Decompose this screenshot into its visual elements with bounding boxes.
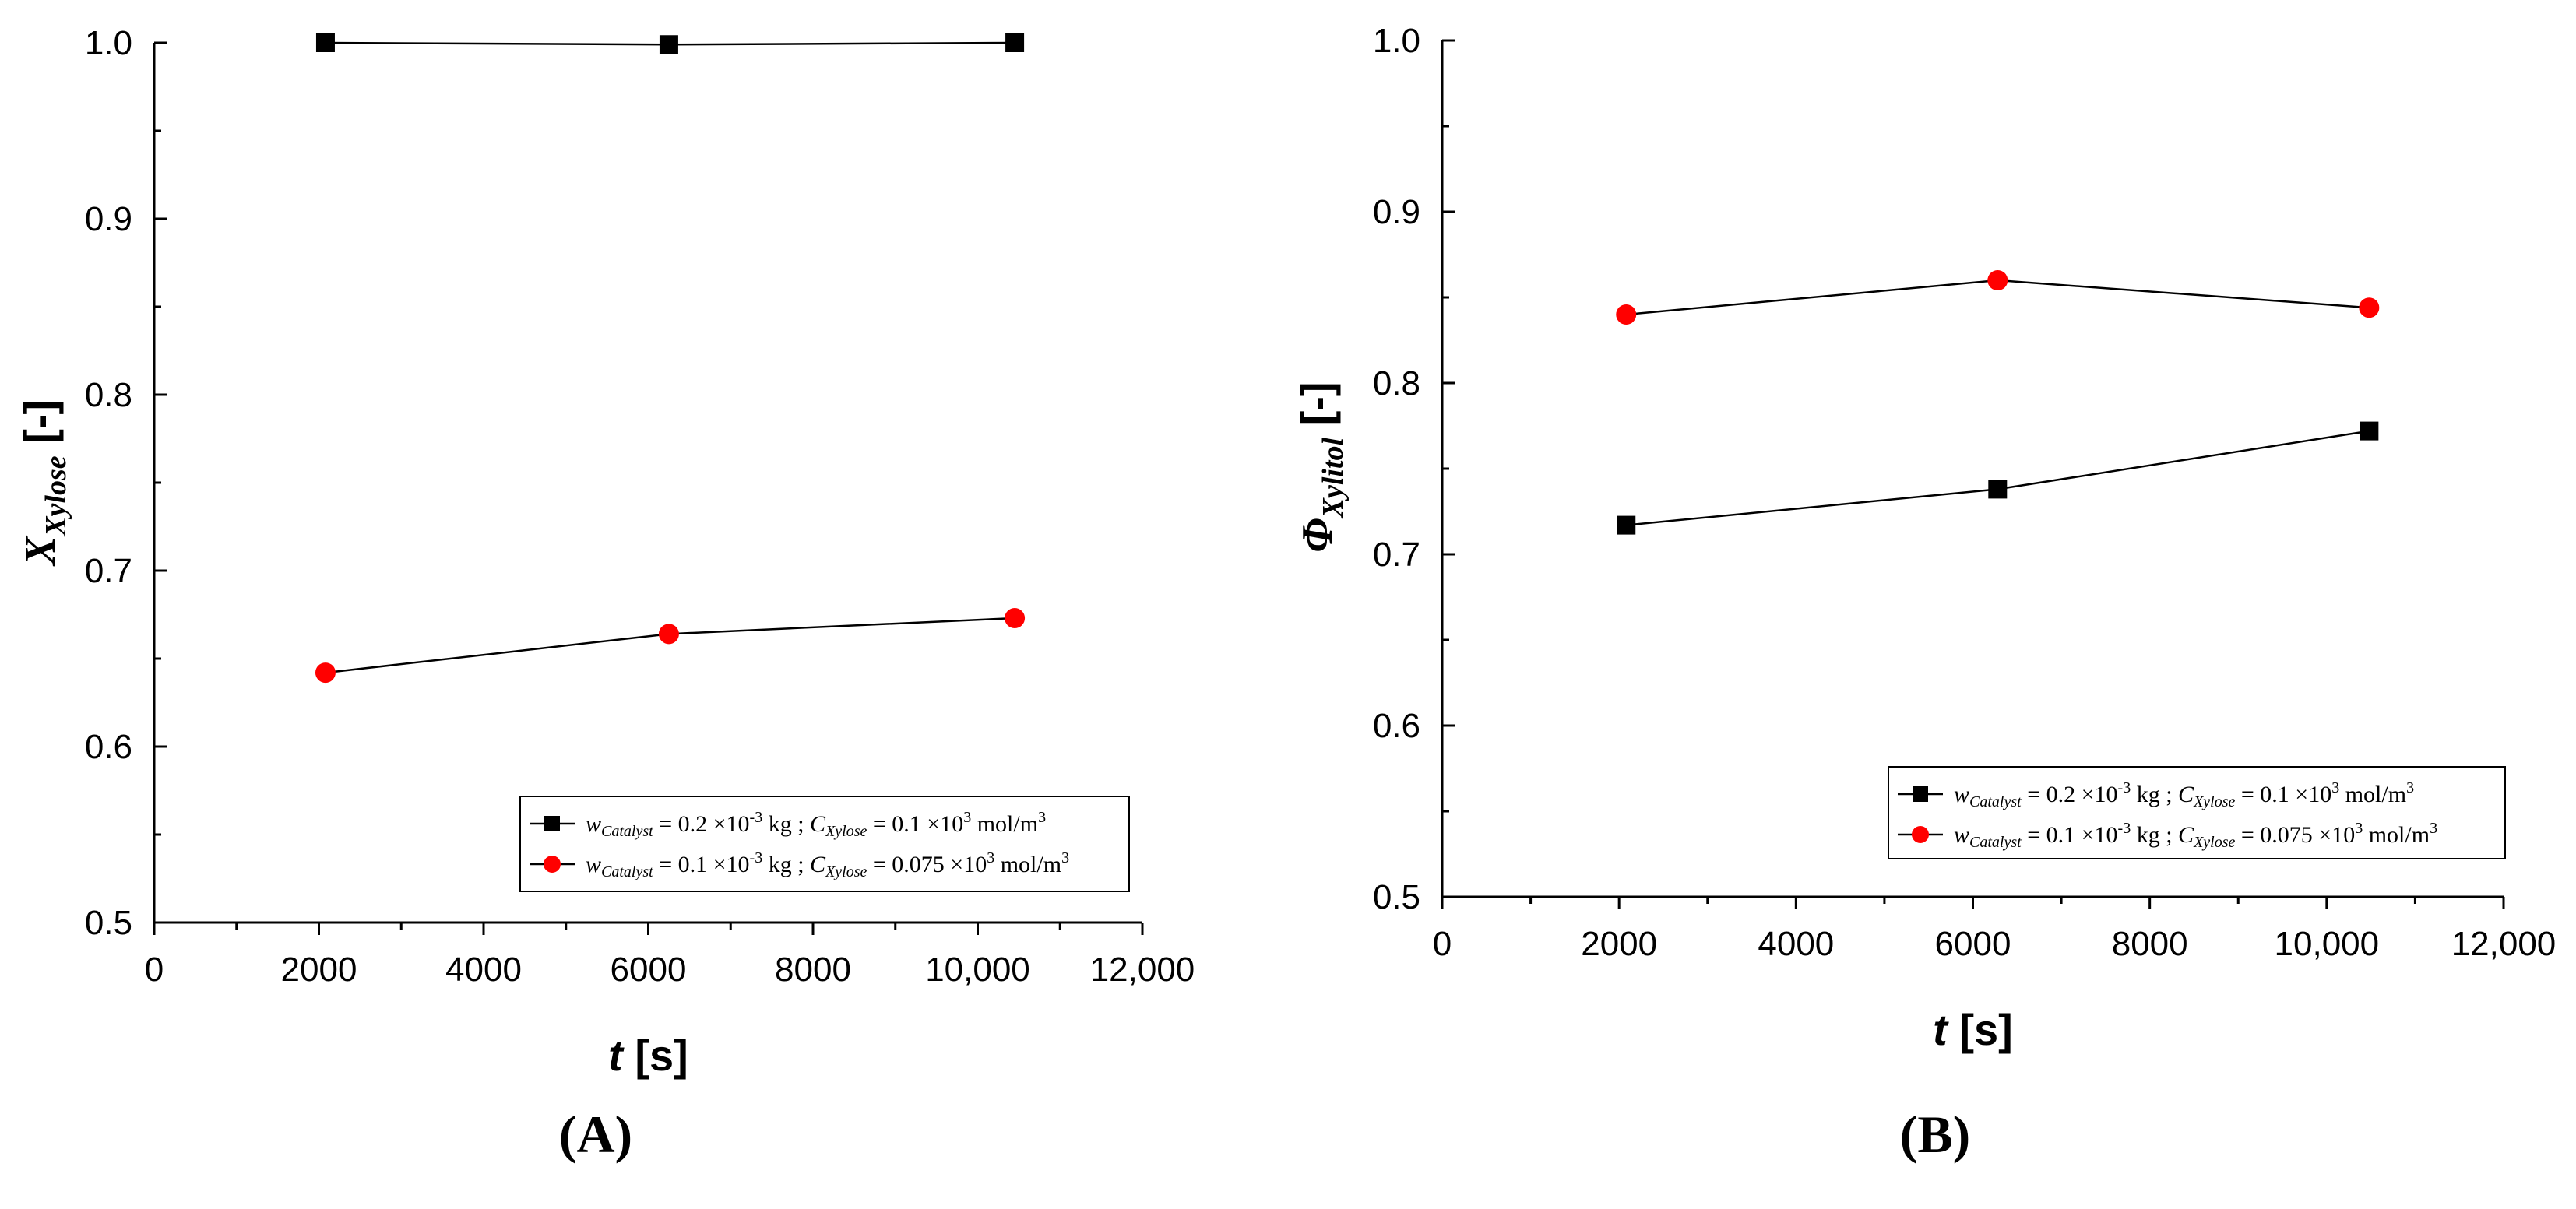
y-axis-title: ΦXylitol [-] [1292,381,1350,552]
x-tick-label: 0 [1433,925,1452,963]
data-point-circle [1005,608,1026,629]
data-point-circle [1616,304,1637,325]
y-tick-label: 0.5 [1373,878,1420,916]
y-tick-label: 0.9 [85,200,132,238]
series-circle-red [315,608,1026,684]
x-tick-label: 0 [145,951,164,989]
y-tick-label: 0.9 [1373,193,1420,231]
y-tick-label: 0.8 [85,376,132,414]
y-tick-label: 0.5 [85,904,132,942]
y-tick-label: 0.6 [1373,707,1420,745]
data-point-square [1988,480,2008,499]
data-point-square [1005,33,1025,52]
chart-panel-a: 0 2000 4000 6000 8000 10,000 12,000 0.5 0.6 0.7 0.… [15,24,1195,1164]
x-tick-label: 12,000 [2451,925,2557,963]
x-tick-label: 12,000 [1090,951,1195,989]
x-axis-title: t [s] [1933,1005,2013,1054]
x-tick-label: 4000 [445,951,522,989]
series-square-black [315,33,1025,54]
legend-marker-square [544,816,560,831]
x-tick-label: 6000 [611,951,687,989]
legend-entry-text: wCatalyst = 0.2 ×10-3 kg ; CXylose = 0.1… [586,809,1046,840]
series-square-black [1617,421,2379,535]
chart-panel-b: 0 2000 4000 6000 8000 10,000 12,000 0.5 0.6 0.7 0.… [1292,22,2556,1164]
legend-marker-circle [544,856,561,873]
y-tick-label: 0.7 [1373,536,1420,574]
y-tick-label: 1.0 [85,24,132,62]
data-point-circle [1987,270,2008,290]
y-tick-label: 0.8 [1373,364,1420,402]
legend-entry-text: wCatalyst = 0.2 ×10-3 kg ; CXylose = 0.1… [1954,779,2414,810]
x-tick-label: 4000 [1758,925,1834,963]
series-circle-red [1616,270,2380,325]
y-tick-label: 0.7 [85,552,132,590]
x-tick-label: 2000 [281,951,357,989]
data-point-square [315,33,335,52]
data-point-square [1617,515,1636,535]
x-tick-label: 10,000 [925,951,1030,989]
x-tick-label: 2000 [1581,925,1657,963]
series-line [1626,430,2370,526]
legend-box [1888,766,2506,859]
data-point-square [659,35,678,54]
panel-label: (A) [559,1105,632,1164]
legend-entry-text: wCatalyst = 0.1 ×10-3 kg ; CXylose = 0.0… [586,849,1069,880]
y-tick-label: 0.6 [85,728,132,766]
panel-label: (B) [1900,1105,1971,1164]
x-tick-label: 8000 [775,951,851,989]
data-point-square [2360,421,2379,441]
data-point-circle [315,662,336,684]
x-tick-label: 8000 [2112,925,2188,963]
legend-entry-text: wCatalyst = 0.1 ×10-3 kg ; CXylose = 0.0… [1954,820,2437,851]
legend: wCatalyst = 0.2 ×10-3 kg ; CXylose = 0.1… [519,796,1130,892]
data-point-circle [2359,297,2380,318]
y-axis-title: XXylose [-] [15,400,72,567]
legend: wCatalyst = 0.2 ×10-3 kg ; CXylose = 0.1… [1888,766,2506,859]
x-axis-title: t [s] [608,1031,688,1080]
x-tick-label: 6000 [1935,925,2011,963]
legend-marker-circle [1912,826,1929,843]
legend-marker-square [1913,786,1928,802]
legend-box [519,796,1130,892]
data-point-circle [658,624,679,645]
x-tick-label: 10,000 [2275,925,2380,963]
y-tick-label: 1.0 [1373,22,1420,60]
